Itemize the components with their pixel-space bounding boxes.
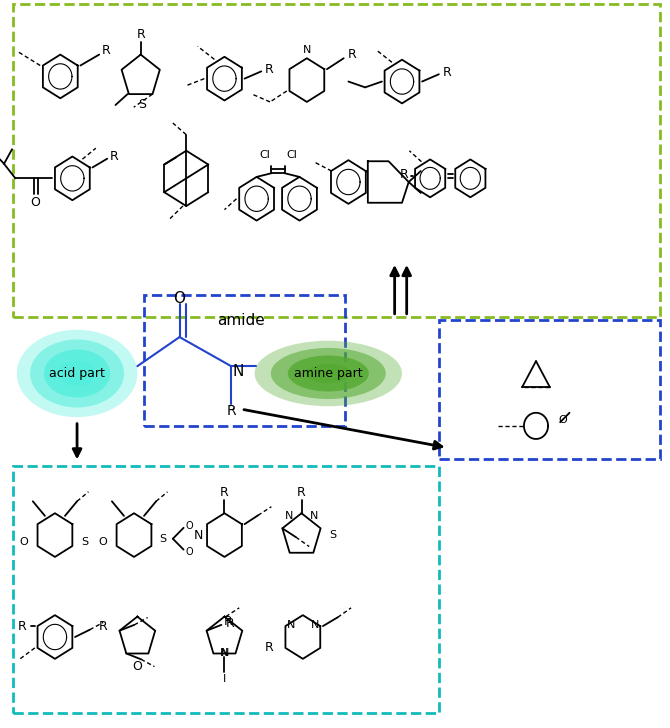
Text: R: R: [220, 486, 229, 499]
Text: S: S: [82, 537, 89, 547]
Text: O: O: [98, 537, 107, 547]
Ellipse shape: [288, 355, 369, 392]
Bar: [144, 295, 345, 426]
Text: S: S: [330, 530, 337, 540]
Ellipse shape: [271, 348, 386, 399]
Ellipse shape: [255, 341, 402, 406]
Text: acid part: acid part: [49, 367, 105, 380]
Text: R: R: [226, 404, 236, 419]
Text: N: N: [194, 529, 203, 542]
Bar: [439, 320, 660, 459]
Ellipse shape: [59, 360, 95, 387]
Ellipse shape: [44, 349, 111, 397]
Text: R: R: [226, 617, 234, 630]
Text: R: R: [101, 44, 111, 58]
Text: O: O: [185, 547, 193, 557]
Bar: [13, 4, 660, 317]
Text: N: N: [220, 649, 228, 659]
Text: R: R: [443, 66, 452, 79]
Text: N: N: [311, 620, 319, 630]
Text: R: R: [265, 641, 273, 654]
Text: R: R: [18, 620, 27, 633]
Text: N: N: [310, 511, 318, 521]
Ellipse shape: [306, 363, 350, 383]
Text: N: N: [232, 364, 243, 379]
Text: O: O: [173, 291, 185, 306]
Text: O: O: [133, 660, 142, 673]
Text: R: R: [109, 150, 119, 163]
Bar: [13, 466, 439, 713]
Text: N: N: [303, 44, 311, 55]
Text: amine part: amine part: [294, 367, 362, 380]
Ellipse shape: [30, 339, 124, 408]
Text: O: O: [185, 521, 193, 531]
Text: R: R: [136, 28, 145, 41]
Text: N: N: [287, 620, 295, 630]
Text: I: I: [223, 674, 226, 684]
Text: R: R: [224, 615, 232, 628]
Text: R: R: [99, 620, 108, 633]
Text: Cl: Cl: [286, 150, 297, 160]
Text: R: R: [348, 48, 357, 61]
Text: Cl: Cl: [259, 150, 270, 160]
Text: N: N: [285, 511, 293, 521]
Text: R: R: [400, 168, 409, 181]
Ellipse shape: [17, 330, 137, 417]
Text: O: O: [558, 415, 567, 425]
Text: R: R: [297, 486, 306, 499]
Text: amide: amide: [217, 313, 265, 328]
Text: O: O: [19, 537, 28, 547]
Text: S: S: [138, 98, 146, 111]
Text: N: N: [220, 649, 228, 659]
Text: R: R: [264, 63, 273, 76]
Text: O: O: [31, 196, 40, 209]
Text: S: S: [159, 534, 167, 544]
